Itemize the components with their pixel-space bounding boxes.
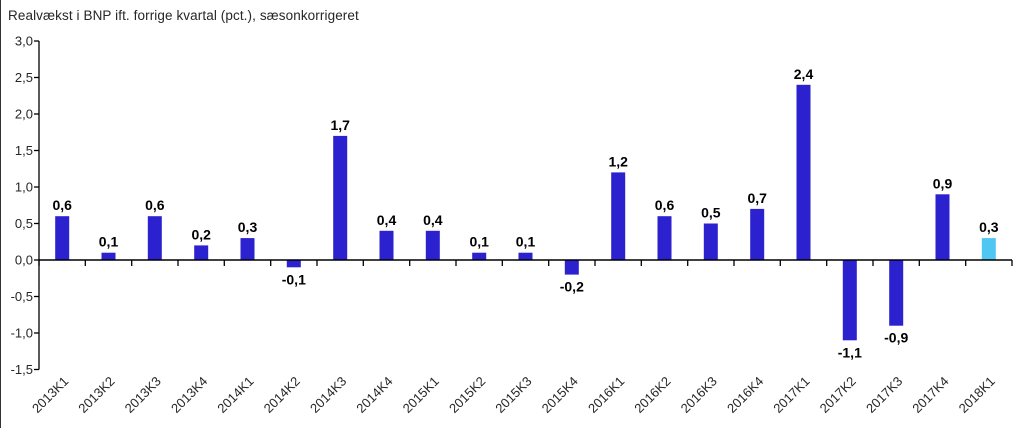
value-label-2015K4: -0,2	[560, 279, 584, 295]
x-axis-label-2014K3: 2014K3	[307, 374, 349, 416]
bar-2014K3	[333, 135, 348, 260]
bar-2015K3	[518, 252, 533, 260]
y-axis-tick-label: 0,5	[15, 216, 33, 231]
value-label-2016K3: 0,5	[701, 205, 721, 221]
y-axis-tick-label: 3,0	[15, 34, 33, 49]
x-axis-label-2014K2: 2014K2	[261, 374, 303, 416]
value-label-2014K3: 1,7	[330, 117, 350, 133]
x-axis-label-2016K4: 2016K4	[724, 374, 766, 416]
bar-2015K4	[564, 260, 579, 275]
bar-2018K1	[981, 238, 996, 260]
y-axis-tick-label: -0,5	[11, 289, 33, 304]
bar-2017K1	[796, 84, 811, 260]
bar-2016K3	[703, 223, 718, 260]
y-axis-tick-label: -1,0	[11, 326, 33, 341]
x-axis-label-2015K3: 2015K3	[492, 374, 534, 416]
value-label-2013K2: 0,1	[99, 234, 119, 250]
value-label-2015K3: 0,1	[516, 234, 536, 250]
x-axis-label-2016K3: 2016K3	[678, 374, 720, 416]
x-axis-label-2016K2: 2016K2	[631, 374, 673, 416]
value-label-2015K1: 0,4	[423, 212, 443, 228]
value-label-2014K2: -0,1	[282, 271, 306, 287]
x-axis-label-2014K4: 2014K4	[353, 374, 395, 416]
bar-2013K2	[101, 252, 116, 260]
value-label-2014K4: 0,4	[377, 212, 397, 228]
value-label-2017K3: -0,9	[884, 330, 908, 346]
x-axis-label-2017K2: 2017K2	[817, 374, 859, 416]
bar-2014K1	[240, 238, 255, 260]
x-axis-label-2015K4: 2015K4	[539, 374, 581, 416]
y-axis-tick-label: -1,5	[11, 362, 33, 377]
value-label-2013K1: 0,6	[52, 197, 72, 213]
value-label-2017K1: 2,4	[794, 66, 814, 82]
value-label-2016K1: 1,2	[608, 153, 628, 169]
x-axis-label-2015K2: 2015K2	[446, 374, 488, 416]
bar-2014K4	[379, 230, 394, 260]
bar-2017K2	[842, 260, 857, 341]
x-axis-label-2018K1: 2018K1	[956, 374, 998, 416]
y-axis-tick-label: 0,0	[15, 253, 33, 268]
x-axis-label-2015K1: 2015K1	[400, 374, 442, 416]
bar-2013K1	[55, 216, 70, 260]
x-axis-label-2013K1: 2013K1	[29, 374, 71, 416]
value-label-2018K1: 0,3	[979, 219, 999, 235]
value-label-2017K2: -1,1	[838, 344, 862, 360]
x-axis-label-2013K4: 2013K4	[168, 374, 210, 416]
bar-2017K4	[935, 194, 950, 260]
y-axis-tick-label: 1,5	[15, 143, 33, 158]
bar-2013K4	[194, 245, 209, 260]
bar-2017K3	[889, 260, 904, 326]
bar-2014K2	[286, 260, 301, 268]
y-axis-tick-label: 1,0	[15, 180, 33, 195]
chart-title: Realvækst i BNP ift. forrige kvartal (pc…	[8, 8, 359, 23]
value-label-2017K4: 0,9	[933, 175, 953, 191]
value-label-2016K2: 0,6	[655, 197, 675, 213]
y-axis-tick-label: 2,0	[15, 107, 33, 122]
value-label-2013K3: 0,6	[145, 197, 165, 213]
x-axis-label-2016K1: 2016K1	[585, 374, 627, 416]
bar-2016K1	[611, 172, 626, 260]
value-label-2013K4: 0,2	[191, 226, 211, 242]
bar-2016K4	[750, 208, 765, 260]
y-axis-tick-label: 2,5	[15, 70, 33, 85]
value-label-2014K1: 0,3	[238, 219, 258, 235]
value-label-2016K4: 0,7	[747, 190, 767, 206]
x-axis-label-2017K4: 2017K4	[909, 374, 951, 416]
value-label-2015K2: 0,1	[469, 234, 489, 250]
x-axis-label-2014K1: 2014K1	[214, 374, 256, 416]
bar-2015K1	[425, 230, 440, 260]
bar-2015K2	[472, 252, 487, 260]
x-axis-label-2013K2: 2013K2	[75, 374, 117, 416]
bar-2016K2	[657, 216, 672, 260]
x-axis-label-2017K3: 2017K3	[863, 374, 905, 416]
x-axis-label-2013K3: 2013K3	[122, 374, 164, 416]
bar-2013K3	[147, 216, 162, 260]
x-axis-label-2017K1: 2017K1	[770, 374, 812, 416]
